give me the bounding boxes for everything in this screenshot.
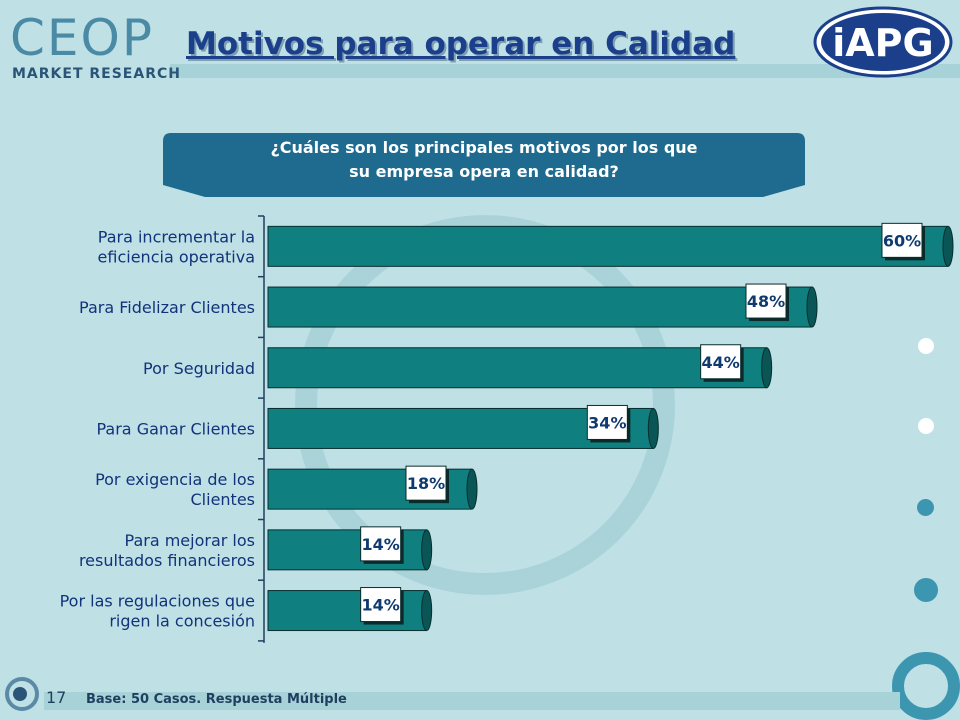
iapg-logo-text: iAPG — [832, 21, 933, 65]
data-label-box — [700, 344, 742, 380]
category-label: resultados financieros — [79, 551, 255, 570]
decor-dot-4 — [914, 578, 938, 602]
category-label: Por Seguridad — [143, 359, 255, 378]
data-label: 60% — [883, 231, 921, 250]
data-label-box — [405, 465, 447, 501]
category-label: Para Fidelizar Clientes — [79, 298, 255, 317]
category-label: Para mejorar los — [125, 531, 255, 550]
header-band — [170, 64, 960, 78]
category-label: Por las regulaciones que — [60, 592, 255, 611]
bar-group: 34% Para Ganar Clientes — [96, 404, 659, 449]
page-title: Motivos para operar en Calidad — [186, 26, 736, 62]
data-label-box — [745, 283, 787, 319]
bar-cap — [806, 286, 818, 328]
ceop-logo: CEOP MARKET RESEARCH — [8, 8, 180, 82]
bar — [267, 347, 768, 389]
decor-dot-2 — [918, 418, 934, 434]
category-label: rigen la concesión — [109, 612, 255, 631]
bar-cap — [466, 468, 478, 510]
bar-cap — [942, 225, 954, 267]
data-label-box — [360, 587, 402, 623]
bar — [267, 286, 813, 328]
bar-cap — [421, 529, 433, 571]
data-label: 14% — [362, 535, 400, 554]
data-label-box — [360, 526, 402, 562]
ceop-logo-subtitle: MARKET RESEARCH — [12, 66, 181, 82]
question-banner: ¿Cuáles son los principales motivos por … — [163, 133, 805, 197]
decor-dot-1 — [918, 338, 934, 354]
footer-band — [44, 692, 900, 710]
category-label: Por exigencia de los — [95, 470, 255, 489]
data-label: 14% — [362, 596, 400, 615]
category-label: eficiencia operativa — [98, 247, 255, 266]
category-label: Para incrementar la — [98, 227, 255, 246]
bar-cap — [761, 347, 773, 389]
ceop-logo-word: CEOP — [10, 9, 155, 67]
bar-group: 44% Por Seguridad — [143, 344, 773, 389]
category-label: Para Ganar Clientes — [96, 419, 255, 438]
iapg-logo: iAPG — [812, 6, 954, 78]
data-label-box — [881, 222, 923, 258]
bar-cap — [647, 407, 659, 449]
data-label: 18% — [407, 474, 445, 493]
category-label: Clientes — [191, 490, 256, 509]
decor-ring — [892, 652, 960, 720]
question-line-1: ¿Cuáles son los principales motivos por … — [270, 138, 698, 157]
data-label: 44% — [702, 353, 740, 372]
footer-icon — [4, 676, 40, 712]
question-line-2: su empresa opera en calidad? — [349, 162, 619, 181]
data-label: 34% — [588, 413, 626, 432]
data-label: 48% — [747, 292, 785, 311]
decor-dot-3 — [917, 499, 934, 516]
base-note: Base: 50 Casos. Respuesta Múltiple — [86, 692, 347, 707]
bar — [267, 225, 949, 267]
bar-cap — [421, 590, 433, 632]
bar-group: 48% Para Fidelizar Clientes — [79, 283, 818, 328]
data-label-box — [586, 404, 628, 440]
page-number: 17 — [46, 688, 67, 707]
